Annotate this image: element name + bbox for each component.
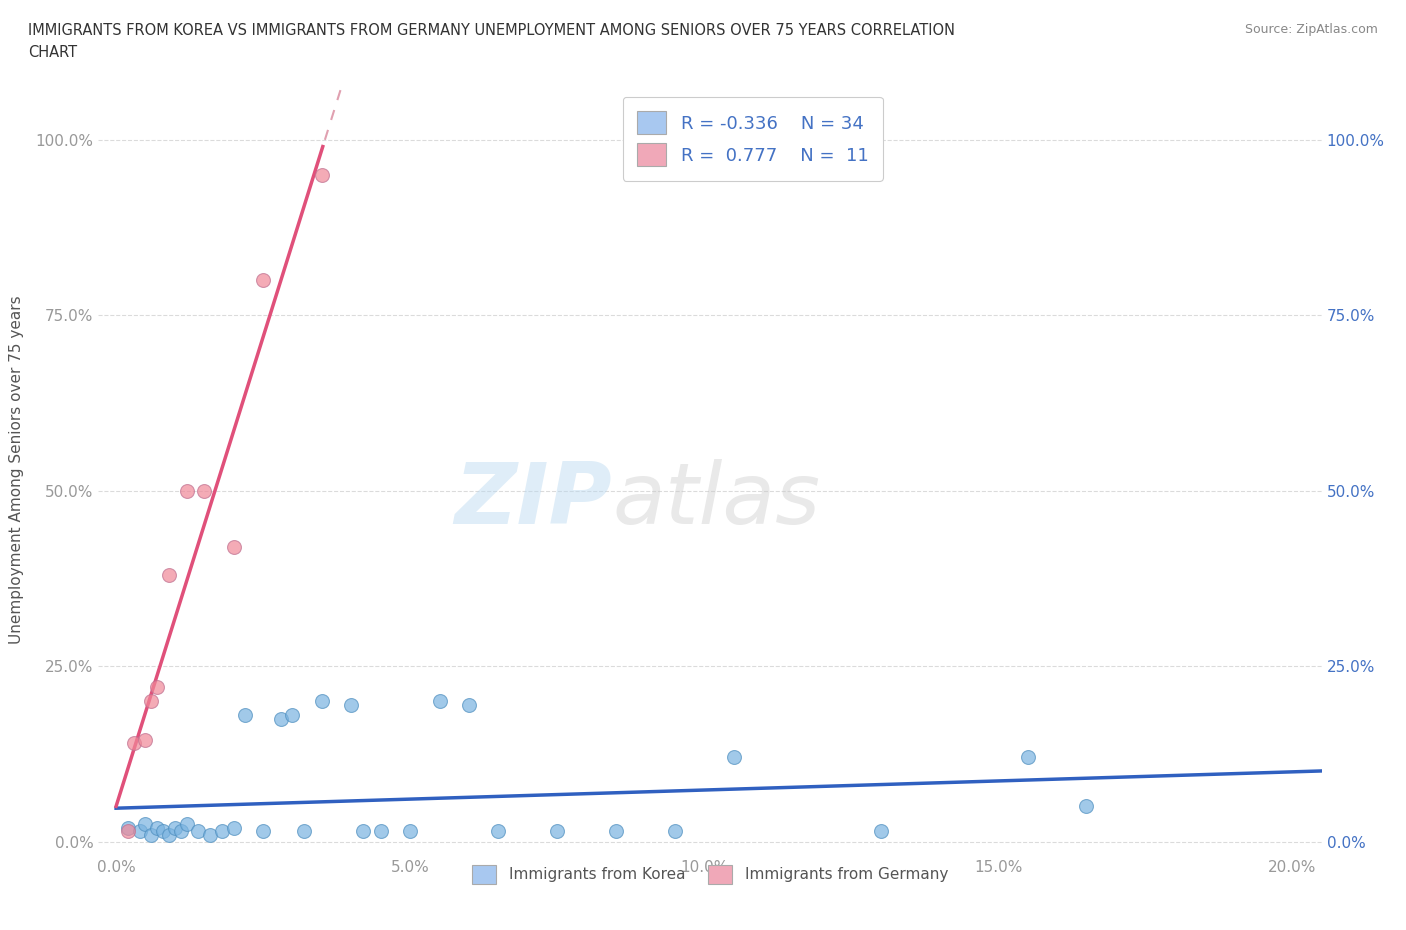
Point (157, 567, 180, 582)
Point (546, 824, 568, 839)
Point (134, 733, 156, 748)
Point (311, 694, 333, 709)
Point (486, 824, 509, 839)
Text: IMMIGRANTS FROM KOREA VS IMMIGRANTS FROM GERMANY UNEMPLOYMENT AMONG SENIORS OVER: IMMIGRANTS FROM KOREA VS IMMIGRANTS FROM… (28, 23, 955, 38)
Point (117, 820, 139, 835)
Point (187, 824, 209, 839)
Point (352, 824, 374, 839)
Point (117, 824, 139, 839)
Point (281, 708, 304, 723)
Point (141, 827, 163, 842)
Point (141, 694, 163, 709)
Point (869, 824, 891, 839)
Y-axis label: Unemployment Among Seniors over 75 years: Unemployment Among Seniors over 75 years (10, 296, 24, 644)
Point (370, 824, 392, 839)
Point (122, 736, 145, 751)
Point (664, 824, 686, 839)
Point (311, 167, 333, 182)
Point (198, 827, 221, 842)
Point (152, 824, 174, 839)
Point (170, 824, 193, 839)
Point (340, 698, 363, 712)
Point (146, 680, 169, 695)
Point (128, 824, 150, 839)
Point (193, 484, 215, 498)
Point (252, 824, 274, 839)
Point (157, 827, 180, 842)
Text: Source: ZipAtlas.com: Source: ZipAtlas.com (1244, 23, 1378, 36)
Point (605, 824, 627, 839)
Text: CHART: CHART (28, 45, 77, 60)
Point (176, 484, 198, 498)
Point (235, 708, 257, 723)
Point (292, 824, 315, 839)
Legend: Immigrants from Korea, Immigrants from Germany: Immigrants from Korea, Immigrants from G… (465, 858, 955, 890)
Point (134, 817, 156, 831)
Text: atlas: atlas (612, 459, 820, 542)
Text: ZIP: ZIP (454, 459, 612, 542)
Point (1076, 799, 1098, 814)
Point (270, 711, 292, 726)
Point (429, 694, 451, 709)
Point (1017, 750, 1039, 764)
Point (222, 539, 245, 554)
Point (211, 824, 233, 839)
Point (222, 820, 245, 835)
Point (252, 272, 274, 287)
Point (163, 820, 186, 835)
Point (723, 750, 745, 764)
Point (176, 817, 198, 831)
Point (458, 698, 481, 712)
Point (399, 824, 422, 839)
Point (146, 820, 169, 835)
